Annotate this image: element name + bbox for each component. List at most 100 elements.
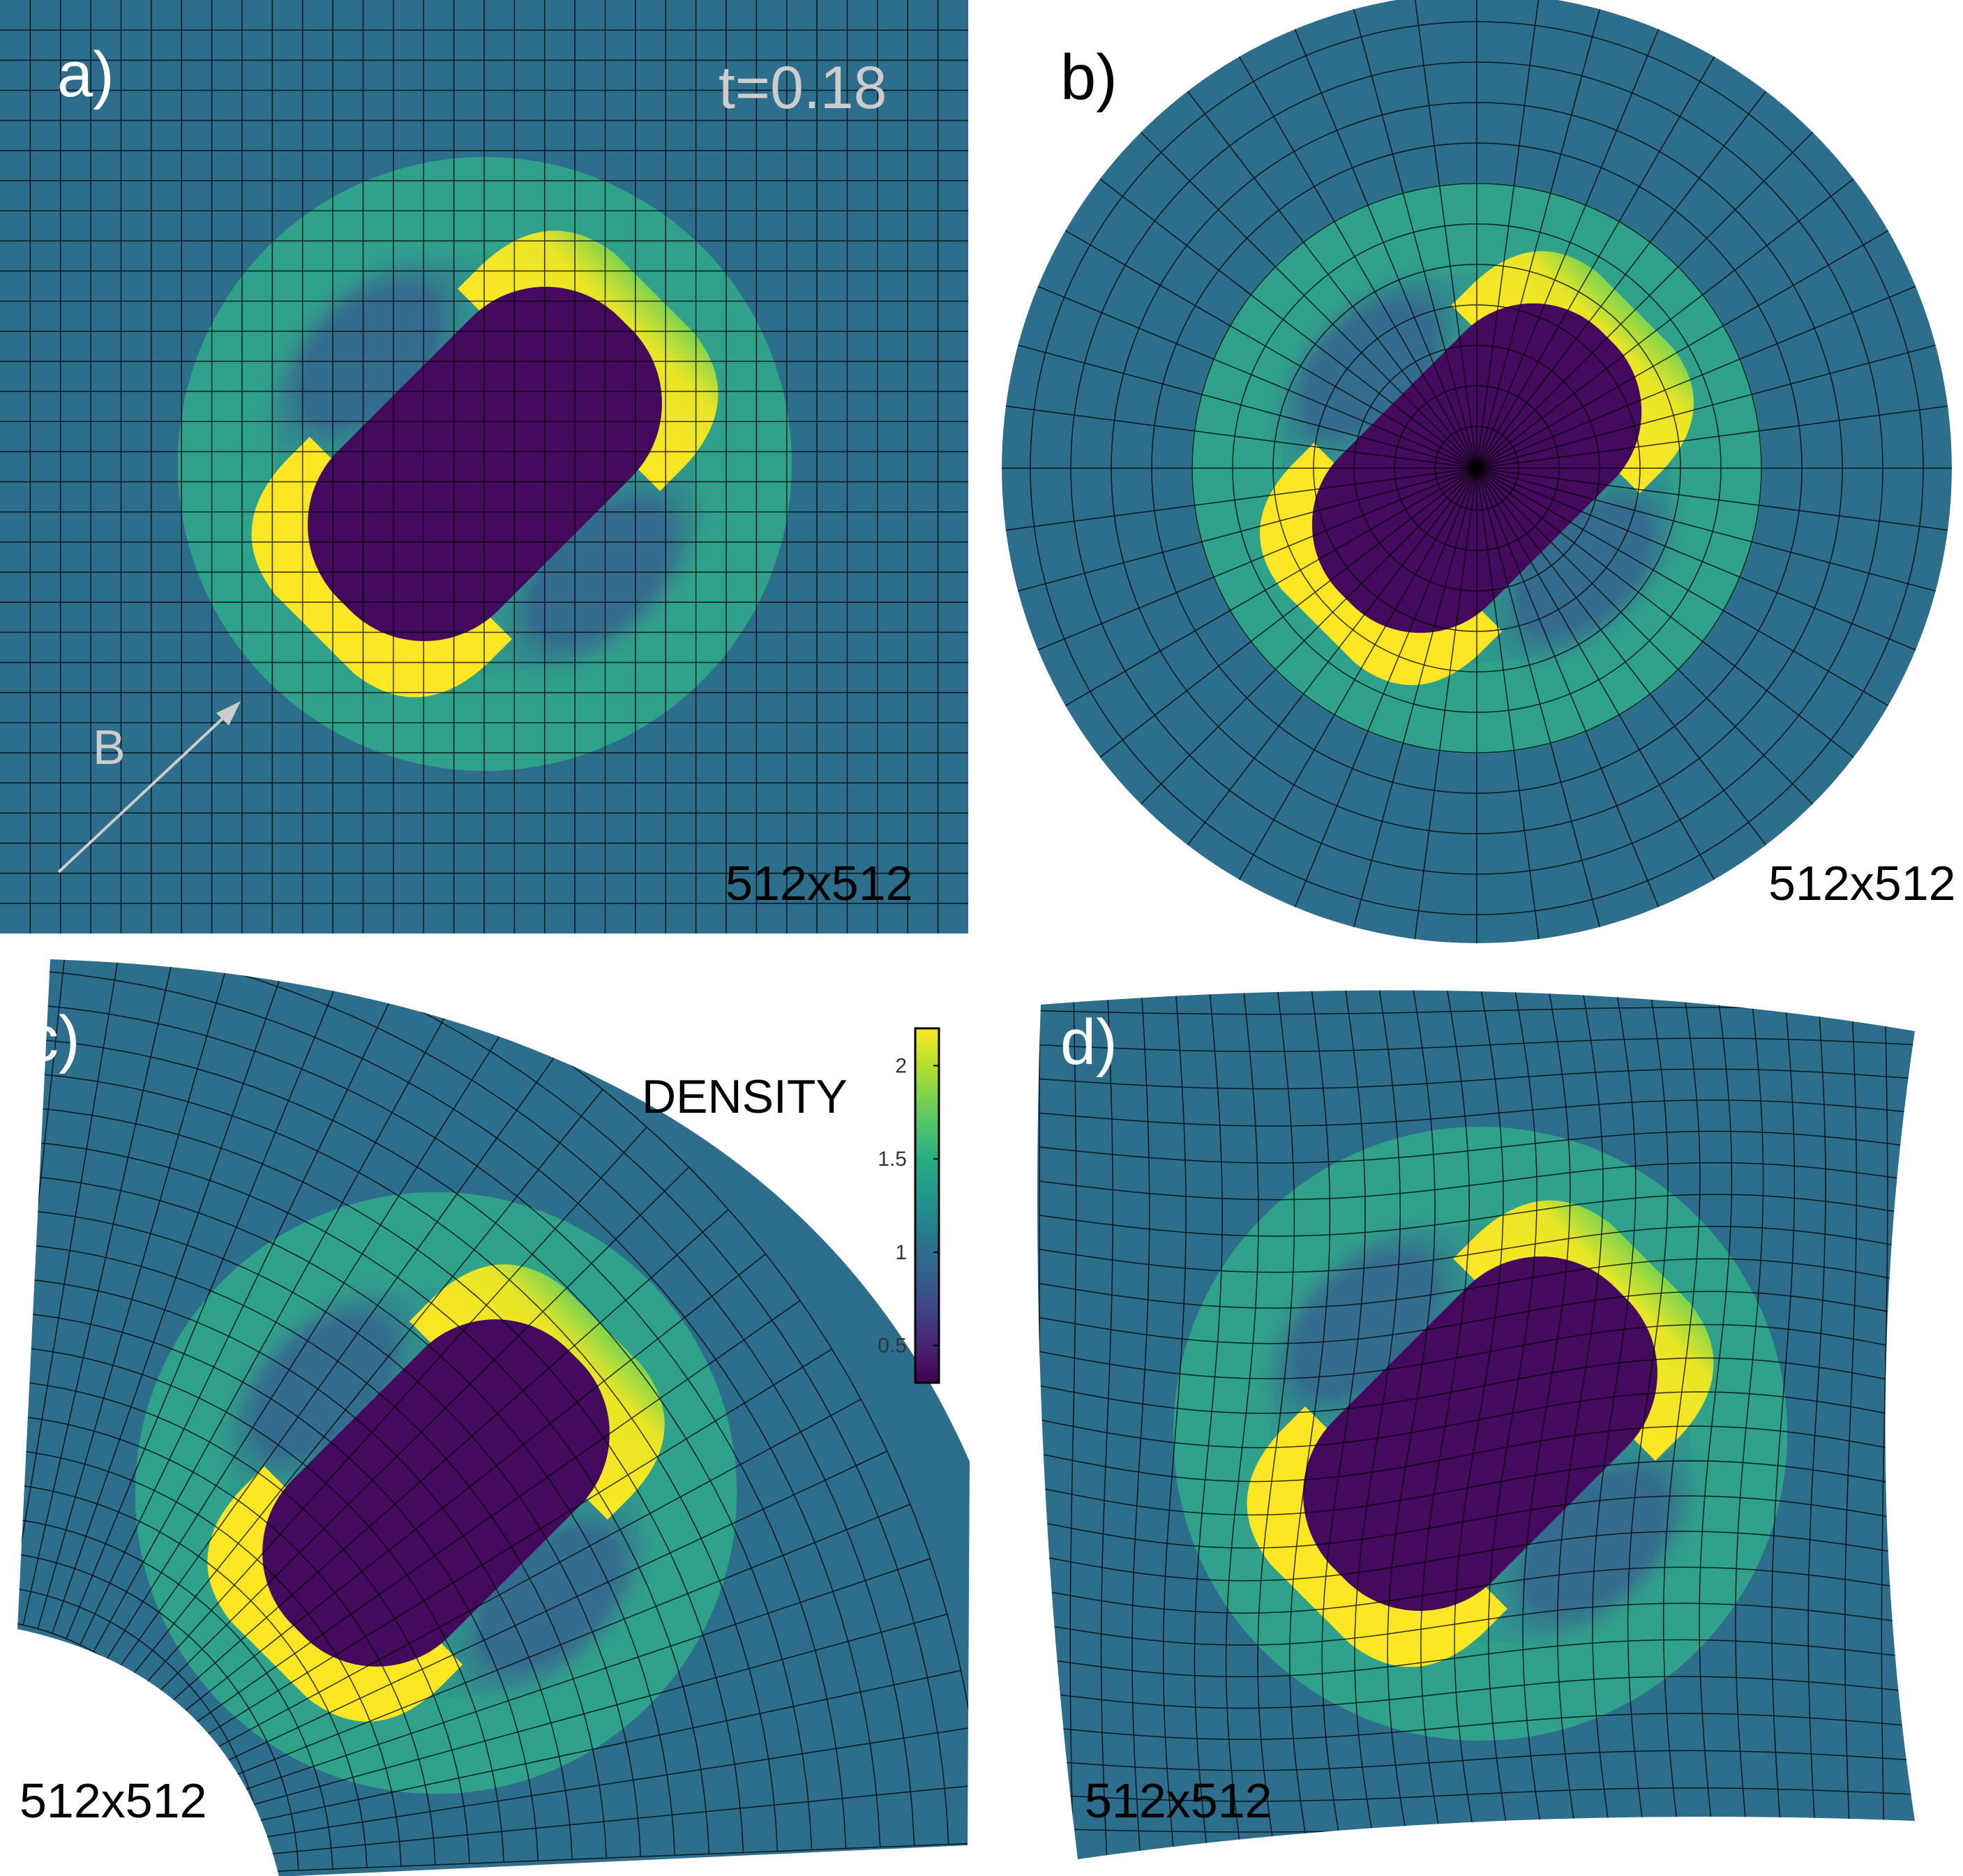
grid-line xyxy=(1039,1194,1915,1237)
grid-line xyxy=(1476,467,1770,850)
grid-line xyxy=(80,966,407,1645)
grid-line xyxy=(1351,467,1477,933)
grid-line xyxy=(1476,467,1662,913)
grid-line xyxy=(1039,1162,1915,1201)
panel-b-pole xyxy=(1471,463,1482,474)
grid-line xyxy=(1039,1258,1915,1309)
grid-line xyxy=(1476,467,1894,710)
grid-line xyxy=(1002,405,1477,469)
grid-line xyxy=(1136,127,1477,469)
colorbar-title: DENSITY xyxy=(642,1070,848,1123)
grid-line xyxy=(1039,1495,1915,1549)
grid-line xyxy=(66,959,355,1639)
grid-line xyxy=(1039,1603,1915,1646)
grid-line xyxy=(1476,405,1952,469)
grid-line xyxy=(1039,1226,1915,1273)
grid-line xyxy=(1032,283,1477,469)
grid-line xyxy=(1039,1566,1915,1614)
grid-ring xyxy=(1232,223,1722,713)
grid-line xyxy=(216,1558,931,1800)
grid-line xyxy=(1039,1068,1915,1090)
grid-ring xyxy=(1272,264,1681,673)
grid-line xyxy=(163,1208,729,1709)
grid-line xyxy=(1476,227,1894,469)
grid-ring xyxy=(1434,426,1519,511)
grid-line xyxy=(1476,174,1859,469)
grid-line xyxy=(1476,467,1602,933)
grid-line xyxy=(1476,343,1942,469)
colorbar-ticks: 2 1.5 1 0.5 xyxy=(878,1054,939,1358)
panel-c-label: c) xyxy=(27,1003,80,1074)
grid-line xyxy=(197,1398,862,1758)
grid-line xyxy=(1039,1750,1915,1771)
grid-line xyxy=(1039,1037,1915,1053)
grid-line xyxy=(229,1784,970,1859)
grid-line xyxy=(1292,467,1477,913)
grid-line xyxy=(1011,467,1477,594)
grid-line xyxy=(1413,0,1477,469)
grid-line xyxy=(1095,467,1477,762)
grid-line xyxy=(17,959,132,1623)
grid-line xyxy=(1060,467,1477,710)
grid-line xyxy=(1476,467,1540,943)
grid-line xyxy=(1292,23,1477,469)
grid-line xyxy=(1032,467,1477,653)
grid-line xyxy=(106,1021,509,1660)
grid-line xyxy=(1476,127,1818,469)
grid-line xyxy=(190,1349,833,1746)
panel-d-label: d) xyxy=(1060,1007,1118,1078)
grid-line xyxy=(1095,174,1477,469)
panel-b-grid xyxy=(1002,0,1952,943)
panel-c-grid xyxy=(0,866,970,1874)
panel-b: b) 512x512 xyxy=(1002,0,1956,943)
grid-line xyxy=(1039,1130,1915,1164)
grid-line xyxy=(1413,467,1477,943)
colorbar-tick-label: 2 xyxy=(895,1054,907,1077)
grid-line xyxy=(1476,467,1922,653)
grid-line xyxy=(1039,1291,1915,1344)
panel-a-resolution: 512x512 xyxy=(725,856,913,910)
time-label: t=0.18 xyxy=(719,54,887,121)
panel-d-resolution: 512x512 xyxy=(1085,1773,1272,1828)
grid-ring xyxy=(1191,183,1762,753)
grid-line xyxy=(211,1503,911,1786)
panel-d: d) 512x512 xyxy=(1037,990,1915,1859)
panel-a-blast xyxy=(178,157,792,771)
grid-line xyxy=(1060,227,1477,469)
grid-line xyxy=(1476,467,1952,532)
grid-line xyxy=(1002,467,1477,532)
grid-line xyxy=(1039,1391,1915,1448)
grid-line xyxy=(227,1727,970,1844)
grid-line xyxy=(1183,467,1477,850)
panel-a-grid xyxy=(0,0,968,933)
grid-ring xyxy=(1151,142,1803,794)
grid-line xyxy=(1136,467,1477,809)
panel-a: B a) t=0.18 512x512 xyxy=(0,0,968,933)
panel-c: c) 512x512 xyxy=(0,866,970,1876)
grid-line xyxy=(1039,1531,1915,1582)
grid-line xyxy=(1039,1676,1915,1709)
grid-line xyxy=(1039,1323,1915,1379)
grid-line xyxy=(1476,467,1818,809)
colorbar-tick-label: 1 xyxy=(895,1241,907,1264)
grid-line xyxy=(0,866,16,1619)
panel-c-resolution: 512x512 xyxy=(20,1773,207,1828)
b-field-arrowhead xyxy=(216,701,241,726)
grid-line xyxy=(1476,0,1540,469)
grid-line xyxy=(1351,3,1477,469)
grid-line xyxy=(130,1089,603,1678)
grid-line xyxy=(1039,1357,1915,1414)
grid-line xyxy=(37,959,246,1629)
colorbar-tick-label: 0.5 xyxy=(878,1335,907,1358)
b-field-arrow xyxy=(57,707,235,873)
panel-b-resolution: 512x512 xyxy=(1768,856,1956,910)
grid-line xyxy=(1476,467,1718,885)
grid-line xyxy=(142,1126,647,1688)
panel-d-grid xyxy=(1039,990,1915,1859)
grid-line xyxy=(1476,283,1922,469)
grid-line xyxy=(1476,86,1770,469)
grid-line xyxy=(119,1053,557,1669)
grid-line xyxy=(1039,1787,1915,1802)
grid-line xyxy=(1476,467,1942,594)
